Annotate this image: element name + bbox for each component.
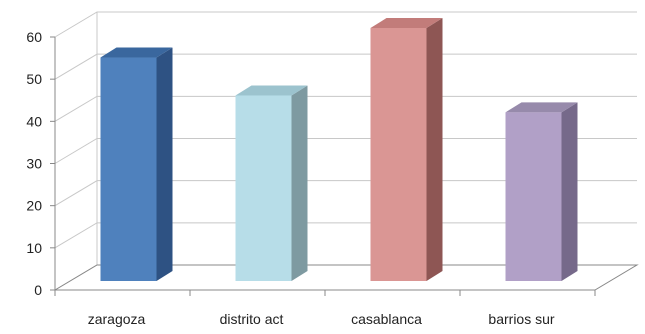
bar-side-face [561,102,578,281]
bar-front-face [100,57,157,282]
x-category-label: distrito act [220,311,284,327]
bar-barrios-sur [505,102,578,281]
axes [50,36,639,296]
y-tick-label: 60 [26,29,42,45]
y-tick-label: 30 [26,156,42,172]
bar-top-face [505,102,578,113]
y-tick-label: 10 [26,240,42,256]
bar-front-face [505,112,562,281]
bar-top-face [100,47,173,58]
bar-distrito-act [235,85,308,281]
gridline [54,11,637,38]
x-category-label: casablanca [351,311,422,327]
floor-plane [53,264,639,291]
x-category-label: zaragoza [88,311,146,327]
y-tick-label: 50 [26,71,42,87]
labels: 0 10 20 30 40 50 60 zaragoza distrito act casabla… [26,29,554,327]
bar-zaragoza [100,47,173,282]
bar-front-face [370,28,427,281]
bar-front-face [235,95,292,281]
bar-casablanca [370,18,443,281]
gridlines [54,11,637,291]
bar-top-face [370,18,443,28]
x-category-label: barrios sur [488,311,554,327]
bar-side-face [291,85,308,281]
y-tick-label: 0 [34,282,42,298]
bar-side-face [156,47,173,282]
bars [100,18,578,282]
y-tick-label: 40 [26,113,42,129]
y-tick-label: 20 [26,198,42,214]
bar-side-face [426,18,443,281]
bar-top-face [235,85,308,96]
